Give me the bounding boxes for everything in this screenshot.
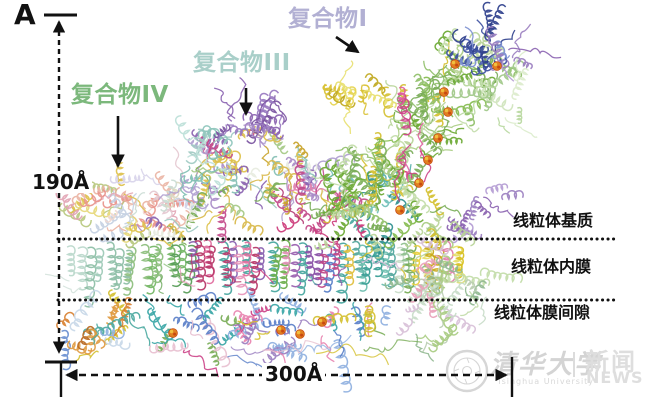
complex-iv-label: 复合物IV <box>71 82 169 108</box>
watermark-news-cn: 新闻 <box>585 348 637 376</box>
watermark-news-en: NEWS <box>586 368 644 387</box>
watermark-divider <box>573 352 575 377</box>
watermark: 清华大学 Tsinghua University 新闻 NEWS <box>440 344 650 400</box>
complex-i-arrow <box>335 35 360 54</box>
intermembrane-space-region-label: 线粒体膜间隙 <box>493 303 590 322</box>
inner-membrane-region-label: 线粒体内膜 <box>510 257 591 276</box>
watermark-university-en: Tsinghua University <box>497 377 595 386</box>
matrix-region-label: 线粒体基质 <box>512 211 593 230</box>
complex-i-label: 复合物I <box>288 6 368 32</box>
panel-label: A <box>14 0 36 31</box>
width-measurement-label: 300Å <box>262 363 326 385</box>
height-measurement-label: 190Å <box>29 171 93 193</box>
complex-iii-label: 复合物III <box>193 50 291 76</box>
watermark-university-cn: 清华大学 <box>490 350 603 380</box>
